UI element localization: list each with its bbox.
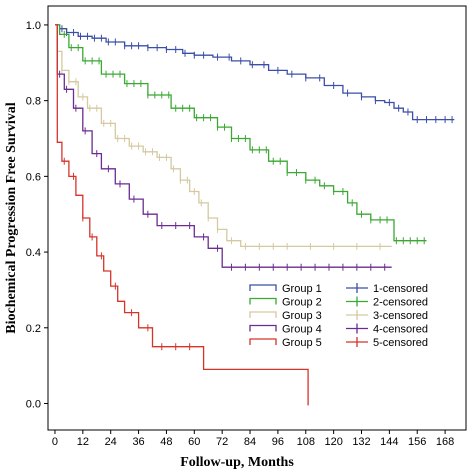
x-tick-label: 108 [297, 436, 315, 448]
series-5-line [55, 24, 309, 406]
x-tick-label: 36 [132, 436, 144, 448]
legend-swatch [249, 297, 277, 305]
x-tick-label: 84 [244, 436, 256, 448]
x-tick-label: 168 [436, 436, 454, 448]
legend-label: Group 2 [282, 297, 322, 309]
x-tick-label: 12 [77, 436, 89, 448]
series-5 [55, 24, 309, 406]
legend: Group 1 1-censored Group 2 2-censored Group … [246, 281, 434, 351]
legend-label: Group 5 [282, 337, 322, 349]
legend-censored-label: 4-censored [373, 324, 428, 336]
legend-censored-label: 5-censored [373, 337, 428, 349]
series-4-line [55, 24, 392, 268]
x-tick-label: 144 [380, 436, 398, 448]
x-tick-label: 156 [408, 436, 426, 448]
legend-label: Group 3 [282, 310, 322, 322]
series-2-line [55, 24, 427, 242]
tick-layer: 0 12 24 36 48 60 72 84 96 108 120 132 144 156 168 0.0 0.… [26, 20, 455, 448]
x-tick-label: 96 [272, 436, 284, 448]
y-tick-label: 0.6 [26, 171, 41, 183]
y-tick-label: 0.0 [26, 399, 41, 411]
series-layer [55, 24, 455, 406]
x-tick-label: 60 [188, 436, 200, 448]
series-1 [55, 24, 455, 124]
legend-swatch [249, 284, 277, 291]
plot-frame [47, 5, 467, 431]
y-tick-label: 0.8 [26, 96, 41, 108]
y-tick-label: 1.0 [26, 20, 41, 32]
legend-censored-label: 2-censored [373, 297, 428, 309]
legend-censored-label: 3-censored [373, 310, 428, 322]
x-tick-label: 72 [216, 436, 228, 448]
series-2 [55, 24, 427, 245]
y-tick-label: 0.2 [26, 323, 41, 335]
y-tick-label: 0.4 [26, 247, 41, 259]
series-3 [55, 24, 392, 250]
series-3-line [55, 24, 392, 248]
y-axis-title: Biochemical Progression Free Survival [4, 102, 19, 333]
x-tick-label: 48 [160, 436, 172, 448]
x-tick-label: 132 [352, 436, 370, 448]
x-tick-label: 0 [52, 436, 58, 448]
x-tick-label: 120 [324, 436, 342, 448]
legend-swatch [249, 311, 277, 318]
legend-swatch [249, 338, 277, 345]
series-4 [55, 24, 392, 271]
legend-censored-label: 1-censored [373, 283, 428, 295]
legend-background [246, 281, 434, 351]
x-tick-label: 24 [105, 436, 117, 448]
x-axis-title: Follow-up, Months [180, 455, 294, 470]
legend-label: Group 4 [282, 324, 322, 336]
legend-label: Group 1 [282, 283, 322, 295]
legend-swatch [249, 324, 277, 332]
